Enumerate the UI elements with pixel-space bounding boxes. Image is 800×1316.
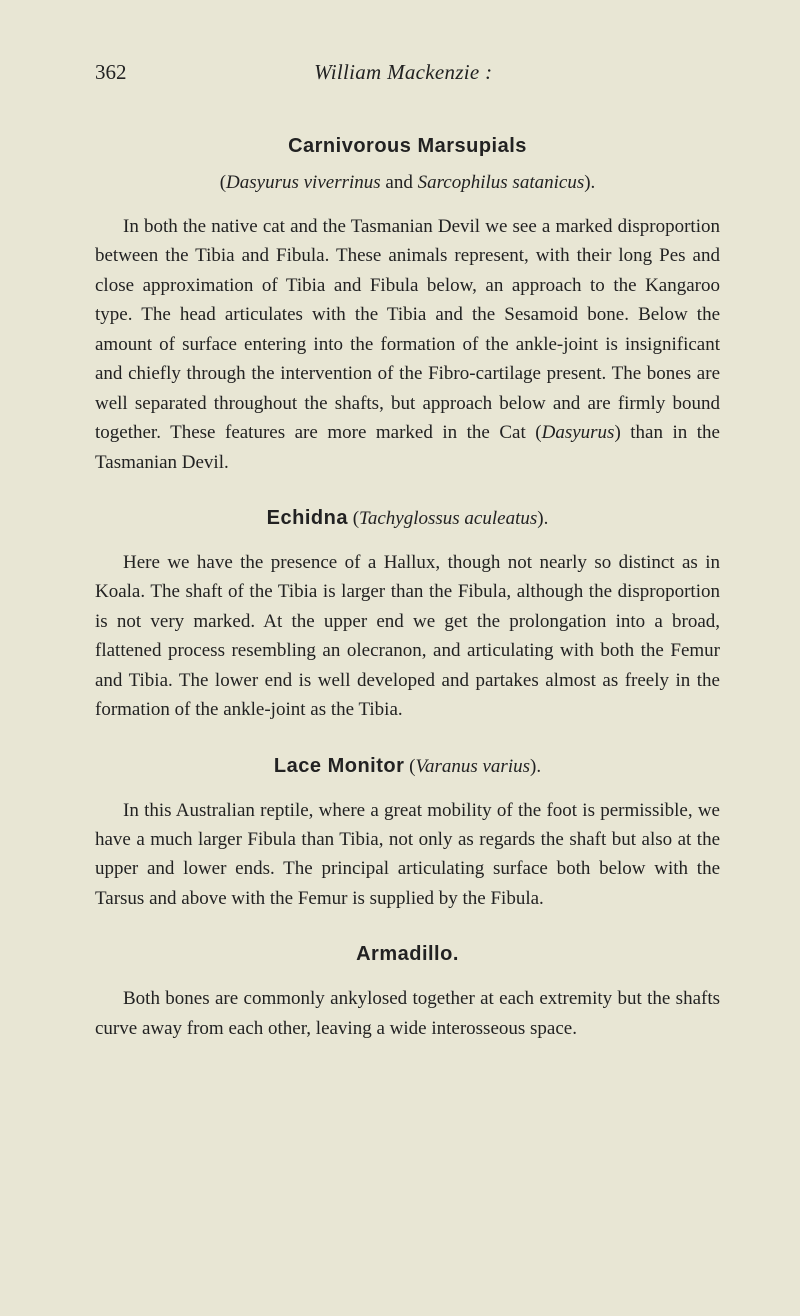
paragraph: Both bones are commonly ankylosed togeth… xyxy=(95,984,720,1043)
text-run: In both the native cat and the Tasmanian… xyxy=(95,216,720,443)
page: 362 William Mackenzie : Carnivorous Mars… xyxy=(0,0,800,1316)
section-heading-carnivorous: Carnivorous Marsupials xyxy=(95,135,720,158)
paren-close: ). xyxy=(530,756,541,777)
running-head: 362 William Mackenzie : xyxy=(95,60,720,85)
section-subtitle-carnivorous: (Dasyurus viverrinus and Sarcophilus sat… xyxy=(95,172,720,194)
running-author: William Mackenzie : xyxy=(87,60,721,85)
species-name: Dasyurus viverrinus xyxy=(226,172,381,193)
paragraph: Here we have the presence of a Hallux, t… xyxy=(95,548,720,725)
paren-close: ). xyxy=(584,172,595,193)
heading-label: Lace Monitor xyxy=(274,755,404,777)
conjunction: and xyxy=(381,172,418,193)
heading-label: Echidna xyxy=(267,507,348,529)
species-name: Varanus varius xyxy=(415,756,530,777)
species-name: Tachyglossus aculeatus xyxy=(359,508,537,529)
paragraph: In both the native cat and the Tasmanian… xyxy=(95,212,720,477)
species-name-inline: Dasyurus xyxy=(542,422,615,443)
paren-close: ). xyxy=(537,508,548,529)
paragraph: In this Australian reptile, where a grea… xyxy=(95,796,720,914)
section-heading-armadillo: Armadillo. xyxy=(95,943,720,966)
section-heading-lace-monitor: Lace Monitor (Varanus varius). xyxy=(95,755,720,778)
species-name: Sarcophilus satanicus xyxy=(418,172,585,193)
paren-open: ( xyxy=(404,756,415,777)
heading-label: Armadillo. xyxy=(356,943,459,965)
paren-open: ( xyxy=(348,508,359,529)
section-heading-echidna: Echidna (Tachyglossus aculeatus). xyxy=(95,507,720,530)
